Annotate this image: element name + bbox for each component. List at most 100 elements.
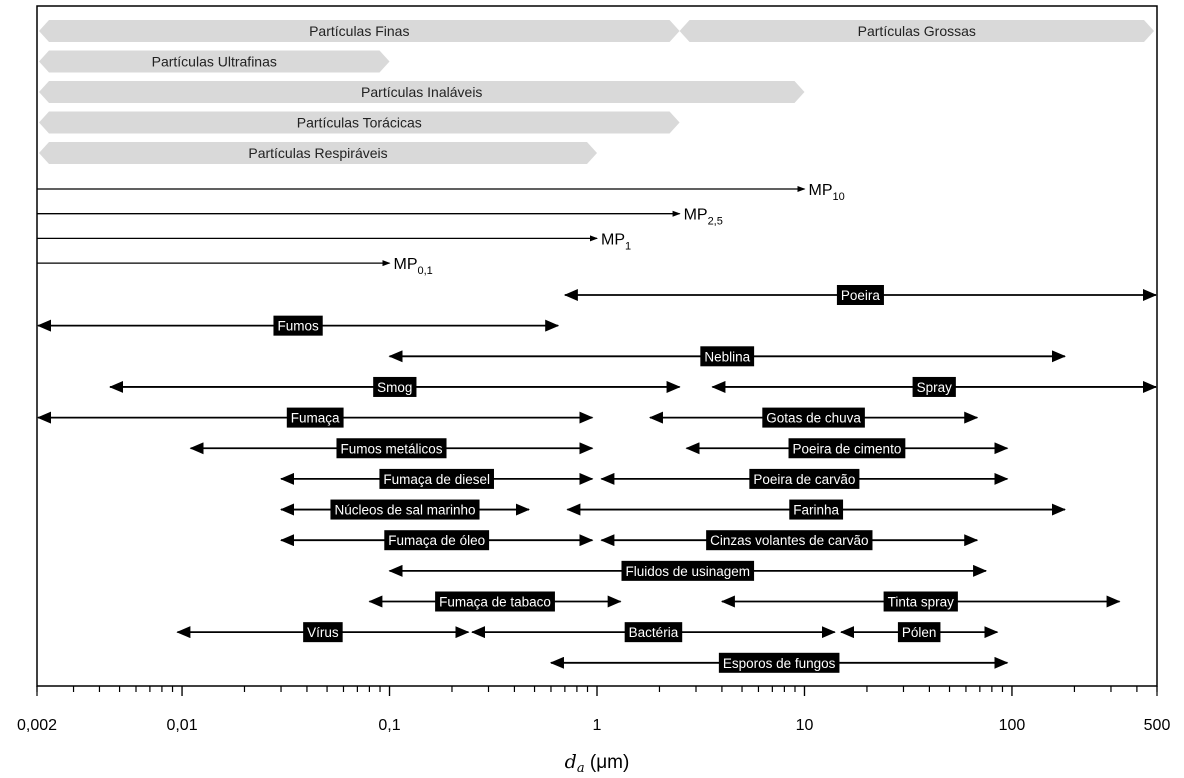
range-label: Poeira de cimento [793, 441, 902, 456]
range-neblina: Neblina [388, 346, 1066, 367]
band-label: Partículas Inaláveis [361, 84, 482, 100]
tick-label: 500 [1144, 717, 1171, 734]
range-label: Núcleos de sal marinho [334, 503, 475, 518]
range-label-box [336, 438, 447, 459]
mp-label-main: MP [394, 256, 418, 273]
x-axis-title-unit: (μm) [585, 752, 630, 773]
mp-line-0-1: MP0,1 [37, 256, 433, 277]
range-label-box [384, 530, 490, 551]
band-shape [39, 81, 805, 103]
range-label-box [435, 591, 555, 612]
tick-1: 1 [593, 686, 602, 734]
range-label: Fumaça de óleo [388, 533, 485, 548]
range-fumos: Fumos [37, 315, 560, 336]
size-range-arrows: Poeira Fumos Neblina Smog Spray Fumaça Gotas d… [37, 285, 1157, 673]
range-label: Esporos de fungos [723, 656, 836, 671]
range-label: Fumos metálicos [340, 441, 442, 456]
range-smog: Smog [109, 376, 681, 397]
range-label-box [621, 560, 755, 581]
range-label: Smog [377, 380, 412, 395]
range-label: Poeira [841, 288, 881, 303]
range-bacteria: Bactéria [471, 622, 836, 643]
range-label: Vírus [307, 625, 339, 640]
range-label: Neblina [704, 349, 750, 364]
tick-label: 0,1 [378, 717, 400, 734]
range-label: Fumaça [291, 411, 340, 426]
tick-0-002: 0,002 [17, 686, 57, 734]
mp-line-2-5: MP2,5 [37, 207, 723, 228]
range-label-box [789, 499, 844, 520]
range-label-box [912, 376, 956, 397]
particle-class-bands: Partículas Finas Partículas Grossas Partíc… [39, 20, 1154, 164]
range-cinzas-volantes-de-carvao: Cinzas volantes de carvão [600, 530, 979, 551]
range-label-box [373, 376, 417, 397]
band-particulas-ultrafinas: Partículas Ultrafinas [39, 50, 390, 73]
tick-label: 1 [593, 717, 602, 734]
range-label: Spray [917, 380, 953, 395]
tick-label: 10 [796, 717, 814, 734]
band-particulas-grossas: Partículas Grossas [679, 20, 1154, 42]
range-label-box [883, 591, 958, 612]
range-label-box [706, 530, 873, 551]
mp-line-1: MP1 [37, 231, 631, 252]
band-label: Partículas Ultrafinas [152, 54, 277, 70]
band-shape [39, 20, 680, 42]
band-shape [39, 50, 390, 73]
mp-label: MP1 [601, 231, 631, 252]
band-shape [679, 20, 1154, 42]
range-fumaca: Fumaça [37, 407, 594, 428]
range-label: Cinzas volantes de carvão [710, 533, 868, 548]
range-gotas-de-chuva: Gotas de chuva [648, 407, 979, 428]
band-shape [39, 142, 597, 164]
range-poeira-de-carvao: Poeira de carvão [600, 468, 1009, 489]
mp-label-sub: 2,5 [708, 216, 723, 228]
range-polen: Pólen [840, 622, 999, 643]
range-esporos-de-fungos: Esporos de fungos [549, 652, 1009, 673]
range-label-box [897, 622, 941, 643]
range-fumos-metalicos: Fumos metálicos [189, 438, 594, 459]
range-label: Fluidos de usinagem [625, 564, 750, 579]
band-particulas-finas: Partículas Finas [39, 20, 680, 42]
range-poeira: Poeira [563, 285, 1157, 305]
tick-label: 100 [999, 717, 1026, 734]
range-label-box [286, 407, 344, 428]
mp-line-10: MP10 [37, 182, 845, 203]
range-label-box [762, 407, 865, 428]
mp-label-sub: 0,1 [418, 265, 433, 277]
range-label-box [273, 315, 323, 336]
range-label: Farinha [793, 503, 839, 518]
range-fumaca-de-diesel: Fumaça de diesel [280, 468, 594, 489]
range-label-box [788, 438, 906, 459]
range-label-box [836, 285, 884, 305]
mp-label-sub: 1 [625, 240, 631, 252]
range-label: Bactéria [629, 625, 679, 640]
mp-label: MP10 [808, 182, 844, 203]
mp-label-sub: 10 [832, 191, 844, 203]
range-spray: Spray [711, 376, 1157, 397]
tick-label: 0,002 [17, 717, 57, 734]
range-nucleos-de-sal-marinho: Núcleos de sal marinho [280, 499, 530, 520]
mp-label-main: MP [808, 182, 832, 199]
range-farinha: Farinha [566, 499, 1066, 520]
range-label: Tinta spray [888, 595, 955, 610]
range-label: Fumaça de tabaco [439, 595, 551, 610]
band-shape [39, 111, 680, 134]
range-fumaca-de-tabaco: Fumaça de tabaco [368, 591, 622, 612]
range-poeira-de-cimento: Poeira de cimento [685, 438, 1009, 459]
range-virus: Vírus [176, 622, 470, 643]
band-label: Partículas Finas [309, 23, 409, 39]
range-label-box [303, 622, 343, 643]
tick-10: 10 [796, 686, 814, 734]
tick-label: 0,01 [166, 717, 197, 734]
tick-100: 100 [999, 686, 1026, 734]
band-label: Partículas Respiráveis [248, 145, 387, 161]
band-particulas-respiraveis: Partículas Respiráveis [39, 142, 597, 164]
x-axis-title-subscript: a [577, 761, 585, 776]
range-label: Gotas de chuva [766, 411, 861, 426]
range-label: Fumos [277, 319, 319, 334]
range-label-box [718, 652, 840, 673]
plot-frame [36, 5, 1158, 687]
range-label-box [330, 499, 480, 520]
